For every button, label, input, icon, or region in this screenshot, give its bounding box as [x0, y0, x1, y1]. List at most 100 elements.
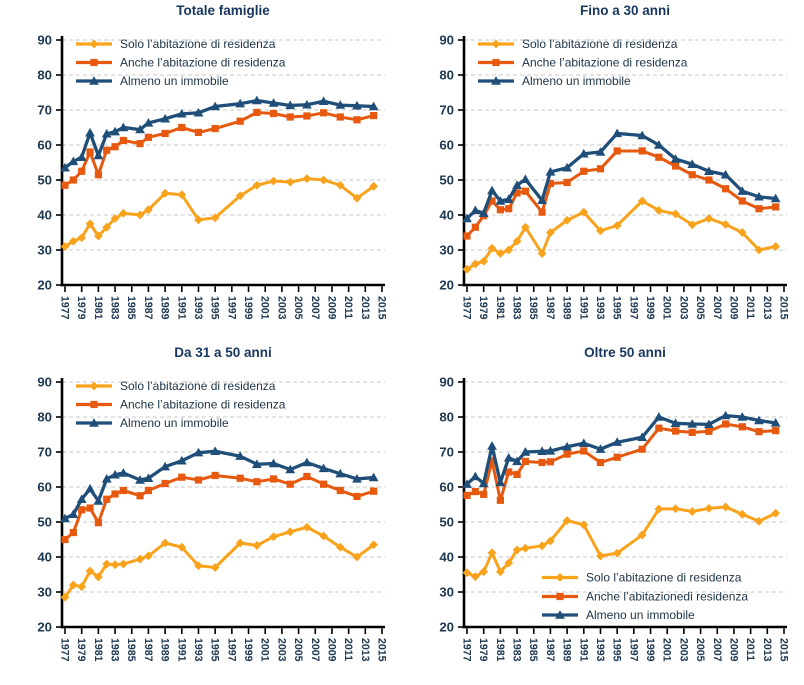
- data-point-marker: [520, 543, 530, 553]
- data-point-marker: [513, 189, 521, 197]
- data-point-marker: [110, 469, 120, 479]
- y-tick-label: 40: [37, 550, 52, 565]
- legend-swatch-triangle-icon: [89, 418, 99, 427]
- data-point-marker: [118, 559, 128, 569]
- y-tick-label: 50: [37, 515, 52, 530]
- x-tick-label: 1977: [59, 638, 71, 662]
- x-tick-label: 1997: [225, 638, 237, 662]
- x-tick-label: 1983: [511, 296, 523, 320]
- data-point-marker: [720, 410, 731, 420]
- data-point-marker: [135, 475, 145, 484]
- x-tick-label: 1991: [577, 296, 589, 320]
- data-point-marker: [193, 107, 204, 117]
- legend-label: Solo l’abitazione di residenza: [522, 37, 678, 51]
- x-tick-label: 1999: [242, 296, 254, 320]
- data-point-marker: [462, 264, 472, 274]
- data-point-marker: [318, 463, 329, 473]
- data-point-marker: [513, 470, 521, 478]
- data-point-marker: [303, 472, 311, 481]
- y-tick-label: 60: [439, 480, 454, 495]
- x-tick-label: 2001: [259, 296, 271, 320]
- data-point-marker: [653, 140, 664, 149]
- data-point-marker: [670, 418, 681, 427]
- x-tick-label: 1983: [511, 638, 523, 662]
- x-tick-label: 2011: [744, 296, 756, 319]
- series-line: [63, 177, 376, 248]
- x-tick-label: 1985: [527, 638, 539, 662]
- data-point-marker: [335, 180, 345, 190]
- data-point-marker: [704, 503, 714, 513]
- x-tick-label: 1997: [225, 296, 237, 320]
- data-point-marker: [85, 566, 95, 576]
- data-point-marker: [654, 206, 664, 215]
- data-point-marker: [370, 112, 378, 120]
- x-tick-label: 2007: [309, 638, 321, 662]
- chart-title-totale-famiglie: Totale famiglie: [176, 3, 270, 18]
- legend-label: Solo l’abitazione di residenza: [120, 37, 276, 51]
- legend-label: Solo l’abitazione di residenza: [120, 379, 276, 393]
- data-point-marker: [537, 249, 547, 258]
- x-tick-label: 1977: [461, 638, 473, 662]
- x-tick-label: 1981: [494, 296, 506, 320]
- legend-swatch-triangle-icon: [555, 610, 565, 619]
- data-point-marker: [463, 232, 471, 240]
- legend-swatch-square-icon: [492, 58, 500, 67]
- data-point-marker: [495, 196, 506, 205]
- data-point-marker: [721, 502, 731, 512]
- data-point-marker: [488, 197, 496, 205]
- data-point-marker: [671, 427, 680, 435]
- data-point-marker: [352, 474, 362, 483]
- series-line: [63, 525, 376, 599]
- data-point-marker: [562, 215, 572, 225]
- x-tick-label: 1995: [209, 296, 221, 320]
- data-point-marker: [705, 427, 713, 435]
- legend-label: Anche l’abitazione di residenza: [120, 398, 286, 412]
- data-point-marker: [302, 174, 312, 183]
- x-tick-label: 1983: [109, 638, 121, 662]
- series-line: [63, 110, 376, 187]
- data-point-marker: [110, 126, 120, 136]
- data-point-marker: [76, 152, 87, 161]
- data-point-marker: [612, 221, 622, 230]
- data-point-marker: [269, 109, 278, 118]
- data-point-marker: [118, 208, 128, 218]
- data-point-marker: [85, 483, 95, 493]
- x-tick-label: 2011: [342, 638, 354, 661]
- legend-swatch-triangle-icon: [491, 76, 501, 85]
- data-point-marker: [160, 113, 171, 123]
- data-point-marker: [738, 423, 746, 431]
- y-tick-label: 60: [37, 138, 52, 153]
- data-point-marker: [538, 208, 546, 216]
- legend: Solo l’abitazione di residenza Anche l’ab…: [478, 37, 688, 88]
- data-point-marker: [755, 205, 763, 213]
- legend-swatch-diamond-icon: [89, 381, 99, 391]
- data-point-marker: [60, 513, 70, 523]
- data-point-marker: [671, 162, 680, 170]
- x-tick-label: 2001: [259, 638, 271, 662]
- x-tick-label: 2009: [727, 296, 739, 320]
- data-point-marker: [178, 123, 186, 132]
- x-tick-label: 1999: [644, 638, 656, 662]
- x-tick-label: 1989: [159, 638, 171, 662]
- data-point-marker: [285, 527, 295, 537]
- plot-da-31-a-50-anni: 20 30 40 50 60 70 80 90 1977 1979 1981 1983 1985 1987…: [37, 375, 387, 662]
- data-point-marker: [320, 480, 328, 488]
- data-point-marker: [470, 259, 480, 269]
- data-point-marker: [69, 176, 77, 184]
- data-point-marker: [655, 153, 663, 161]
- x-tick-label: 2013: [359, 296, 371, 320]
- data-point-marker: [286, 113, 294, 121]
- x-tick-label: 1989: [561, 638, 573, 662]
- data-point-marker: [101, 128, 112, 138]
- data-point-marker: [754, 516, 764, 526]
- data-point-marker: [637, 196, 647, 206]
- x-tick-label: 2003: [275, 296, 287, 320]
- data-point-marker: [110, 560, 120, 570]
- x-tick-label: 1989: [561, 296, 573, 320]
- data-point-marker: [319, 175, 329, 185]
- x-tick-label: 1993: [594, 638, 606, 662]
- data-point-marker: [268, 458, 279, 468]
- data-point-marker: [352, 552, 362, 562]
- data-point-marker: [252, 180, 262, 190]
- legend-label: Anche l’abitazionedi residenza: [586, 590, 748, 604]
